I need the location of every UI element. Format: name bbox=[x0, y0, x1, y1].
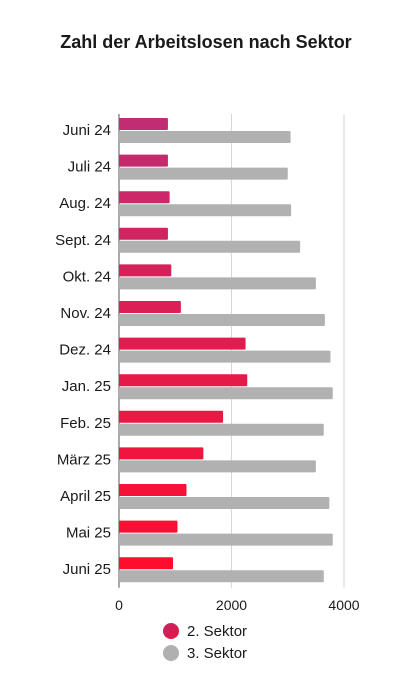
bar-3-sektor bbox=[119, 533, 333, 546]
bar-3-sektor bbox=[119, 570, 324, 583]
bar-2-sektor bbox=[119, 484, 187, 496]
bar-2-sektor bbox=[119, 520, 178, 533]
bar-2-sektor bbox=[119, 264, 172, 277]
x-tick-label-0: 0 bbox=[115, 597, 123, 613]
bar-3-sektor bbox=[119, 277, 316, 290]
bar-2-sektor bbox=[119, 227, 168, 240]
x-tick-label-2000: 2000 bbox=[216, 597, 247, 613]
legend-swatch-3-sektor bbox=[163, 645, 179, 661]
legend-swatch-2-sektor bbox=[163, 623, 179, 639]
bar-3-sektor bbox=[119, 204, 292, 217]
y-tick-label: Juni 24 bbox=[63, 122, 111, 139]
bar-2-sektor bbox=[119, 447, 204, 460]
bar-2-sektor bbox=[119, 154, 168, 167]
y-tick-label: Sept. 24 bbox=[55, 232, 111, 249]
y-tick-label: Feb. 25 bbox=[60, 415, 111, 432]
bar-2-sektor bbox=[119, 374, 248, 387]
y-tick-label: Aug. 24 bbox=[59, 195, 111, 212]
bar-2-sektor bbox=[119, 118, 168, 130]
y-tick-label: Mai 25 bbox=[66, 525, 111, 542]
y-tick-label: Jan. 25 bbox=[62, 378, 111, 395]
bar-3-sektor bbox=[119, 460, 316, 473]
bar-2-sektor bbox=[119, 301, 181, 313]
legend-label-2-sektor: 2. Sektor bbox=[187, 622, 248, 640]
bar-2-sektor bbox=[119, 337, 246, 350]
x-tick-label-4000: 4000 bbox=[328, 597, 359, 613]
y-tick-label: Okt. 24 bbox=[63, 268, 111, 285]
bar-3-sektor bbox=[119, 423, 324, 436]
bar-3-sektor bbox=[119, 497, 330, 509]
y-tick-label: Dez. 24 bbox=[59, 342, 111, 359]
bar-3-sektor bbox=[119, 350, 331, 363]
bar-3-sektor bbox=[119, 131, 291, 143]
bar-2-sektor bbox=[119, 557, 173, 570]
y-tick-label: März 25 bbox=[57, 451, 111, 468]
bar-3-sektor bbox=[119, 167, 288, 180]
legend-label-3-sektor: 3. Sektor bbox=[187, 644, 248, 662]
y-tick-label: Nov. 24 bbox=[60, 305, 111, 322]
y-tick-label: April 25 bbox=[60, 488, 111, 505]
bar-3-sektor bbox=[119, 387, 333, 400]
legend-item-2-sektor: 2. Sektor bbox=[163, 620, 247, 642]
bar-3-sektor bbox=[119, 314, 325, 326]
chart-title: Zahl der Arbeitslosen nach Sektor bbox=[60, 32, 352, 52]
legend-item-3-sektor: 3. Sektor bbox=[163, 642, 247, 664]
legend: 2. Sektor 3. Sektor bbox=[163, 620, 247, 664]
bar-2-sektor bbox=[119, 191, 170, 204]
bar-2-sektor bbox=[119, 410, 224, 423]
bar-3-sektor bbox=[119, 240, 301, 253]
y-tick-label: Juni 25 bbox=[63, 561, 111, 578]
y-tick-label: Juli 24 bbox=[68, 159, 111, 176]
